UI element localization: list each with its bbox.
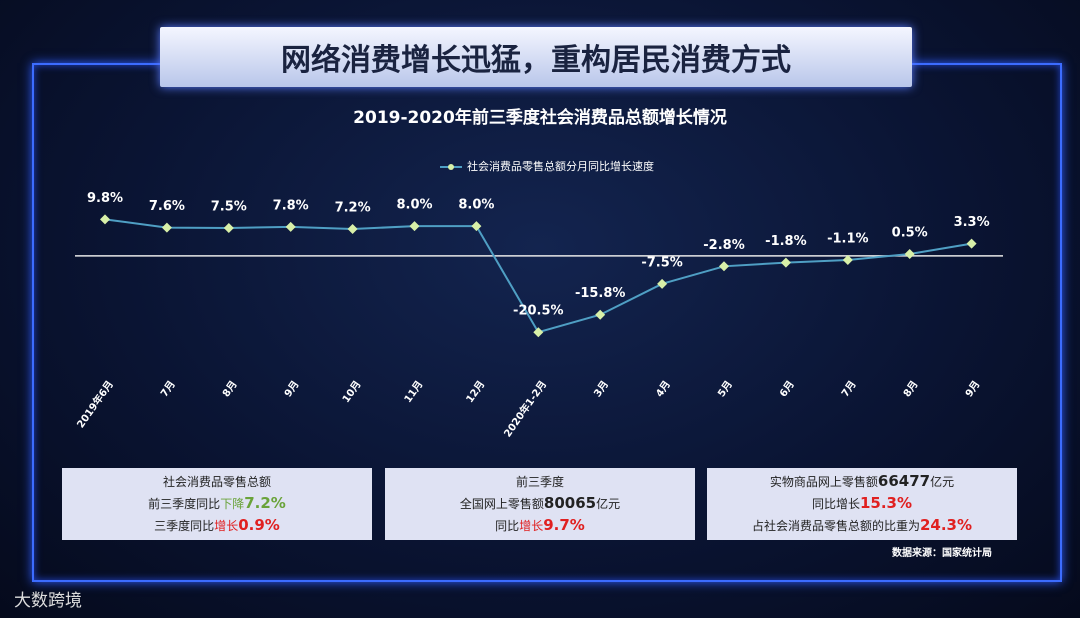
point: [409, 221, 420, 232]
data-label: 8.0%: [396, 198, 432, 213]
x-tick-label: 2020年1-2月: [501, 378, 549, 439]
point: [223, 222, 234, 233]
info-text: 前三季度同比: [148, 496, 221, 511]
info-line: 社会消费品零售总额: [163, 472, 271, 493]
info-text: 实物商品网上零售额: [769, 475, 878, 489]
data-label: 8.0%: [458, 198, 494, 213]
x-tick-label: 8月: [901, 379, 921, 400]
point: [842, 254, 853, 265]
point: [595, 309, 606, 320]
point: [966, 238, 977, 249]
info-text: 7.2%: [244, 493, 286, 512]
data-label: -1.8%: [765, 234, 806, 249]
x-tick-label: 3月: [592, 379, 612, 400]
x-tick-label: 4月: [653, 379, 673, 400]
info-text: 前三季度: [515, 474, 564, 489]
info-text: 下降: [220, 496, 245, 511]
info-panel: 前三季度 全国网上零售额80065亿元 同比增长9.7%: [385, 468, 695, 540]
info-text: 24.3%: [919, 516, 973, 534]
x-tick-label: 7月: [839, 379, 859, 400]
info-panel: 实物商品网上零售额66477亿元 同比增长15.3% 占社会消费品零售总额的比重为2…: [707, 468, 1017, 540]
info-line: 前三季度同比下降7.2%: [148, 493, 286, 515]
info-text: 占社会消费品零售总额的比重为: [751, 519, 920, 533]
x-tick-label: 5月: [715, 379, 735, 400]
x-tick-label: 7月: [158, 379, 178, 400]
data-label: 3.3%: [954, 215, 990, 230]
legend: 社会消费品零售总额分月同比增长速度: [440, 159, 654, 173]
data-label: 0.5%: [892, 226, 928, 241]
data-label: -15.8%: [575, 286, 626, 301]
point: [719, 261, 729, 272]
point: [347, 224, 358, 235]
info-text: 社会消费品零售总额: [162, 474, 271, 489]
data-label: -1.1%: [827, 231, 868, 246]
x-tick-label: 8月: [220, 379, 240, 400]
point: [533, 327, 544, 338]
header-title: 网络消费增长迅猛，重构居民消费方式: [160, 27, 912, 87]
info-text: 66477: [877, 472, 931, 490]
info-text: 同比: [495, 518, 520, 533]
source: 数据来源：国家统计局: [892, 548, 992, 559]
info-line: 三季度同比增长0.9%: [154, 515, 280, 537]
info-text: 亿元: [596, 496, 621, 511]
point: [657, 278, 668, 289]
info-panel: 社会消费品零售总额 前三季度同比下降7.2% 三季度同比增长0.9%: [62, 468, 372, 540]
info-text: 亿元: [930, 475, 955, 489]
data-label: 7.6%: [149, 199, 185, 214]
info-text: 15.3%: [859, 494, 913, 512]
data-label: 7.8%: [273, 198, 309, 213]
x-tick-label: 11月: [402, 379, 426, 405]
info-line: 占社会消费品零售总额的比重为24.3%: [752, 515, 972, 537]
data-label: 7.2%: [335, 201, 371, 216]
info-text: 增长: [214, 518, 239, 533]
data-label: 9.8%: [87, 191, 123, 206]
info-line: 同比增长9.7%: [495, 515, 585, 537]
info-text: 三季度同比: [154, 518, 215, 533]
legend-label: 社会消费品零售总额分月同比增长速度: [467, 159, 654, 173]
data-label: 7.5%: [211, 199, 247, 214]
x-tick-label: 9月: [282, 379, 302, 400]
data-label: -20.5%: [513, 304, 564, 319]
point: [100, 214, 110, 225]
chart-title: 2019-2020年前三季度社会消费品总额增长情况: [353, 107, 727, 128]
x-tick-label: 9月: [963, 379, 983, 400]
x-tick-label: 10月: [340, 379, 364, 405]
info-line: 前三季度: [516, 472, 564, 493]
legend-marker: [448, 164, 454, 170]
info-text: 全国网上零售额: [459, 496, 544, 511]
point: [471, 221, 482, 232]
data-label: -7.5%: [641, 255, 682, 270]
watermark: 大数跨境: [14, 591, 82, 611]
info-text: 0.9%: [238, 515, 280, 534]
info-text: 9.7%: [543, 515, 585, 534]
x-tick-label: 6月: [777, 379, 797, 400]
info-text: 80065: [543, 493, 597, 512]
info-line: 同比增长15.3%: [812, 493, 912, 515]
point: [161, 222, 172, 233]
info-text: 增长: [519, 518, 544, 533]
info-text: 同比增长: [811, 497, 860, 511]
info-line: 全国网上零售额80065亿元: [460, 493, 620, 515]
point: [780, 257, 791, 268]
point: [904, 249, 915, 260]
point: [285, 221, 296, 232]
data-label: -2.8%: [703, 238, 744, 253]
info-line: 实物商品网上零售额66477亿元: [770, 471, 954, 493]
x-tick-label: 12月: [464, 379, 488, 405]
x-tick-label: 2019年6月: [74, 378, 116, 430]
